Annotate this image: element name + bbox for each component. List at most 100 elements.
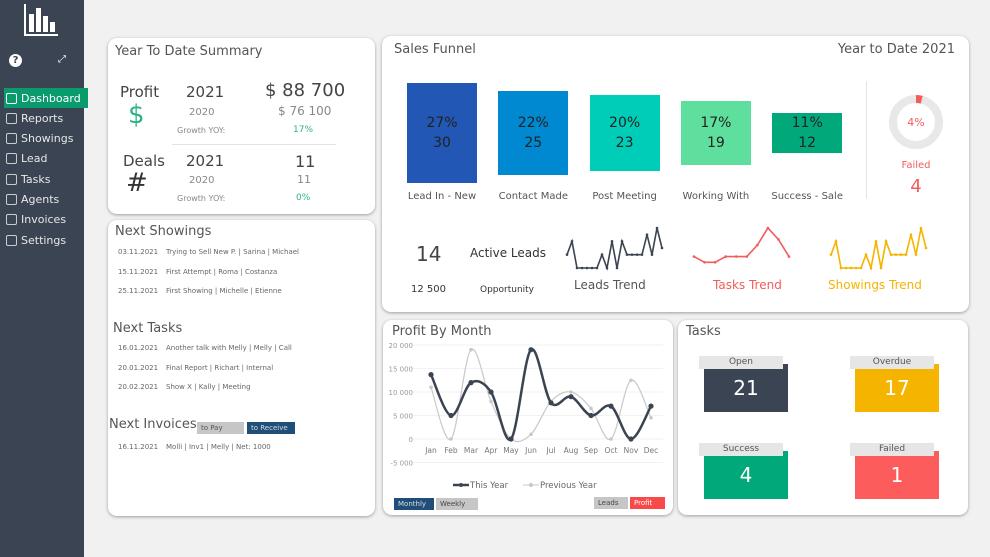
trend-point — [635, 253, 639, 256]
trend-point — [595, 266, 599, 270]
trend-point — [839, 266, 843, 270]
trend-point — [580, 266, 584, 270]
list-item[interactable]: 25.11.2021 First Showing | Michelle | Eti… — [118, 287, 282, 295]
trend-point — [575, 266, 579, 270]
tasks-icon — [6, 173, 17, 185]
data-point[interactable] — [609, 437, 613, 441]
stage-label: Post Meeting — [592, 191, 657, 202]
task-tile-failed[interactable]: 1 — [855, 451, 939, 499]
failed-pct: 4% — [907, 116, 925, 129]
list-item[interactable]: 20.01.2021 Final Report | Richart | Inter… — [118, 364, 273, 372]
data-point[interactable] — [489, 399, 493, 404]
expand-icon[interactable]: ⤢ — [58, 54, 66, 65]
funnel-bar[interactable]: 11% 12 — [772, 113, 843, 153]
sidebar-item-label: Settings — [21, 233, 67, 247]
list-item[interactable]: 16.11.2021 Molli | Inv1 | Melly | Net: 10… — [118, 443, 271, 451]
panel-title: Tasks — [686, 324, 721, 339]
data-point[interactable] — [469, 347, 473, 352]
funnel-bar[interactable]: 17% 19 — [680, 101, 751, 165]
to-receive-button[interactable]: to Receive — [247, 422, 295, 434]
x-tick-label: Jul — [545, 446, 555, 455]
data-point[interactable] — [648, 403, 654, 409]
tile-label: Failed — [850, 443, 934, 456]
data-point[interactable] — [508, 436, 514, 442]
sidebar-item-invoices[interactable]: Invoices — [4, 210, 88, 230]
data-point[interactable] — [628, 436, 634, 442]
data-point[interactable] — [429, 385, 433, 390]
data-point[interactable] — [448, 412, 454, 419]
active-leads-label: Active Leads — [470, 246, 547, 260]
x-tick-label: Oct — [605, 446, 618, 455]
trend-point — [590, 266, 594, 270]
trend-point — [899, 253, 903, 256]
deals-value: 11 — [295, 152, 316, 171]
sidebar-item-label: Agents — [21, 193, 60, 206]
monthly-button[interactable]: Monthly — [394, 498, 434, 510]
profit-toggle[interactable]: Profit — [630, 497, 665, 509]
funnel-bar[interactable]: 27% 30 — [407, 83, 477, 183]
data-point[interactable] — [468, 380, 474, 386]
sidebar-item-label: Tasks — [21, 172, 51, 186]
data-point[interactable] — [449, 437, 453, 441]
trend-point — [734, 255, 738, 258]
task-tile-open[interactable]: 21 — [704, 364, 788, 412]
trend-point — [864, 253, 868, 256]
sidebar-item-dashboard[interactable]: Dashboard — [4, 88, 88, 108]
trend-point — [924, 246, 928, 250]
leads-toggle[interactable]: Leads — [594, 497, 628, 509]
profit-prev-value: $ 76 100 — [278, 104, 332, 118]
list-item[interactable]: 20.02.2021 Show X | Kally | Meeting — [118, 383, 251, 391]
trend-point — [610, 240, 614, 243]
trend-point — [919, 226, 923, 230]
data-point[interactable] — [608, 403, 614, 409]
data-point[interactable] — [589, 406, 593, 411]
data-point[interactable] — [428, 372, 434, 378]
data-point[interactable] — [548, 400, 554, 406]
data-point[interactable] — [488, 389, 494, 395]
reports-icon — [6, 112, 17, 124]
data-point[interactable] — [588, 412, 594, 419]
data-point[interactable] — [649, 416, 653, 420]
x-tick-label: Feb — [444, 446, 458, 455]
data-point[interactable] — [568, 394, 574, 400]
next-tasks-title: Next Tasks — [113, 321, 183, 336]
sidebar-item-reports[interactable]: Reports — [4, 108, 88, 128]
trend-point — [605, 266, 609, 270]
x-tick-label: May — [503, 446, 519, 455]
weekly-button[interactable]: Weekly — [436, 498, 478, 510]
task-tile-overdue[interactable]: 17 — [855, 364, 939, 412]
series-line — [429, 348, 653, 441]
sidebar-item-settings[interactable]: Settings — [4, 230, 88, 250]
item-text: First Showing | Michelle | Etienne — [166, 287, 282, 295]
list-item[interactable]: 16.01.2021 Another talk with Melly | Mell… — [118, 344, 292, 352]
trend-point — [650, 253, 654, 256]
growth-label: Growth YOY: — [177, 194, 226, 203]
deals-prev-year: 2020 — [189, 175, 215, 186]
invoices-icon — [6, 214, 17, 226]
item-text: Show X | Kally | Meeting — [166, 383, 251, 391]
task-tile-success[interactable]: 4 — [704, 451, 788, 499]
trend-point — [909, 233, 913, 236]
trend-point — [585, 266, 589, 270]
sales-funnel-panel: Sales Funnel Year to Date 2021 27% 30 Lead… — [382, 36, 969, 312]
to-pay-button[interactable]: to Pay — [197, 422, 244, 434]
stage-count: 25 — [524, 135, 543, 151]
deals-prev-value: 11 — [297, 173, 311, 186]
help-icon[interactable]: ? — [9, 54, 22, 67]
deals-growth: 0% — [296, 193, 311, 203]
data-point[interactable] — [569, 390, 573, 394]
list-item[interactable]: 03.11.2021 Trying to Sell New P. | Sarina… — [118, 248, 299, 256]
trend-point — [756, 243, 759, 247]
active-leads-count: 14 — [416, 242, 442, 266]
trend-point — [625, 253, 629, 256]
sidebar-item-showings[interactable]: Showings — [4, 129, 88, 149]
list-item[interactable]: 15.11.2021 First Attempt | Roma | Costanz… — [118, 268, 277, 276]
data-point[interactable] — [529, 432, 533, 437]
sidebar-item-lead[interactable]: Lead — [4, 149, 88, 169]
sidebar-item-tasks[interactable]: Tasks — [4, 169, 88, 189]
sidebar-item-agents[interactable]: Agents — [4, 190, 88, 210]
data-point[interactable] — [629, 378, 633, 383]
funnel-bar[interactable]: 22% 25 — [498, 91, 569, 175]
funnel-bar[interactable]: 20% 23 — [589, 94, 660, 172]
data-point[interactable] — [528, 347, 534, 353]
